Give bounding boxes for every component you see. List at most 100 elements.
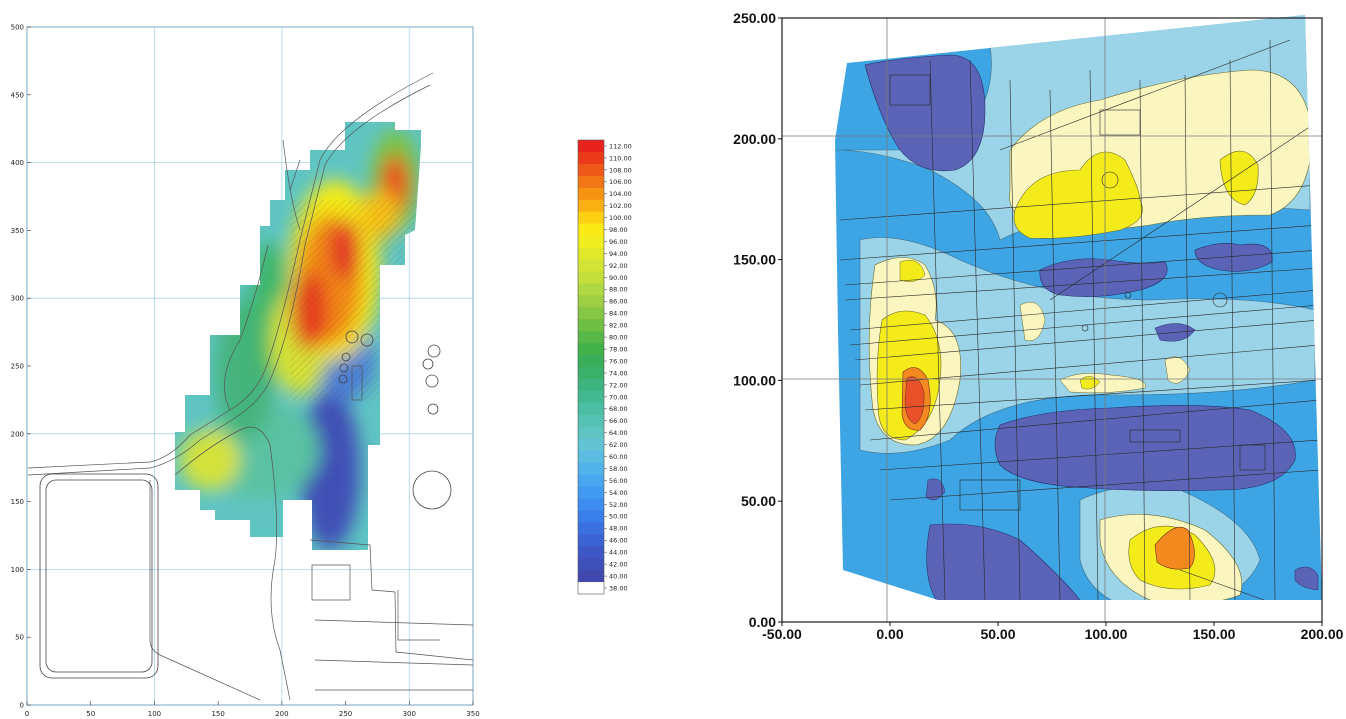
- legend-swatch: [578, 378, 604, 392]
- legend-label: 98.00: [609, 226, 628, 234]
- legend-label: 72.00: [609, 381, 628, 389]
- legend-swatch: [578, 259, 604, 272]
- legend-label: 44.00: [609, 549, 628, 557]
- legend-label: 88.00: [609, 286, 628, 294]
- right-x-tick-label: -50.00: [762, 626, 802, 642]
- right-x-tick-label: 0.00: [876, 626, 903, 642]
- left-y-tick-label: 250: [11, 363, 24, 371]
- right-basemap-lines: [839, 39, 1321, 600]
- legend-swatch: [578, 187, 604, 201]
- legend-swatch: [578, 582, 604, 595]
- legend-swatch: [578, 486, 604, 499]
- contour-band-dark-blue: [864, 54, 986, 172]
- left-x-axis-ticks: 0 50 100 150 200 250 300 350: [25, 701, 480, 718]
- legend-label: 86.00: [609, 298, 628, 306]
- left-x-tick-label: 350: [466, 710, 479, 718]
- left-y-tick-label: 300: [11, 295, 24, 303]
- left-y-tick-label: 450: [11, 91, 24, 99]
- left-x-tick-label: 200: [275, 710, 288, 718]
- legend-swatch: [578, 235, 604, 248]
- legend-swatch: [578, 355, 604, 368]
- left-x-tick-label: 300: [403, 710, 416, 718]
- left-map: 0 50 100 150 200 250 300 350 0 50 100 150 200 250 300…: [11, 24, 480, 719]
- left-y-tick-label: 350: [11, 227, 24, 235]
- legend-label: 82.00: [609, 322, 628, 330]
- legend-label: 84.00: [609, 310, 628, 318]
- legend-label: 110.00: [609, 154, 632, 162]
- legend-label: 96.00: [609, 238, 628, 246]
- right-y-tick-label: 200.00: [733, 131, 776, 147]
- legend-label: 56.00: [609, 477, 628, 485]
- legend-label: 106.00: [609, 178, 632, 186]
- legend-swatch: [578, 510, 604, 523]
- legend-swatch: [578, 247, 604, 260]
- legend-label: 58.00: [609, 465, 628, 473]
- legend-swatch: [578, 307, 604, 320]
- legend-label: 74.00: [609, 369, 628, 377]
- legend-label: 76.00: [609, 357, 628, 365]
- legend-label: 92.00: [609, 262, 628, 270]
- left-x-tick-label: 250: [339, 710, 352, 718]
- left-stadium-outline: [39, 473, 159, 679]
- left-heatmap-surface: [175, 122, 421, 550]
- legend-label: 108.00: [609, 166, 632, 174]
- right-x-tick-label: 100.00: [1085, 626, 1128, 642]
- left-y-tick-label: 200: [11, 430, 24, 438]
- legend-swatch: [578, 211, 604, 224]
- legend-swatch: [578, 522, 604, 535]
- legend-swatch: [578, 558, 604, 571]
- right-x-tick-label: 150.00: [1193, 626, 1236, 642]
- legend-label: 80.00: [609, 334, 628, 342]
- legend-swatch: [578, 438, 604, 451]
- legend-swatch: [578, 140, 604, 153]
- right-y-tick-label: 150.00: [733, 252, 776, 268]
- legend-swatch: [578, 462, 604, 475]
- right-map: -50.00 0.00 50.00 100.00 150.00 200.00 0.0050…: [733, 10, 1343, 642]
- legend-swatch: [578, 498, 604, 511]
- right-map-gridlines: [782, 18, 1322, 622]
- legend-label: 46.00: [609, 537, 628, 545]
- legend-swatch: [578, 163, 604, 177]
- legend-swatch: [578, 319, 604, 332]
- legend-label: 42.00: [609, 561, 628, 569]
- legend-label: 60.00: [609, 453, 628, 461]
- left-circle-features: [338, 330, 452, 510]
- left-x-tick-label: 100: [148, 710, 161, 718]
- legend-swatch: [578, 570, 604, 583]
- right-y-tick-label: 250.00: [733, 10, 776, 26]
- legend-swatch: [578, 402, 604, 416]
- left-x-tick-label: 150: [211, 710, 224, 718]
- legend-swatch: [578, 474, 604, 487]
- legend-swatch: [578, 151, 604, 165]
- right-x-axis-ticks: -50.00 0.00 50.00 100.00 150.00 200.00: [762, 622, 1344, 642]
- legend-label: 78.00: [609, 345, 628, 353]
- legend-swatch: [578, 199, 604, 212]
- legend-swatch: [578, 414, 604, 428]
- left-y-tick-label: 400: [11, 159, 24, 167]
- legend-label: 104.00: [609, 190, 632, 198]
- contour-band-yellow: [1013, 151, 1143, 239]
- legend-label: 54.00: [609, 489, 628, 497]
- left-y-tick-label: 50: [15, 634, 24, 642]
- left-y-tick-label: 100: [11, 566, 24, 574]
- legend-swatch: [578, 223, 604, 236]
- legend-swatch: [578, 426, 604, 439]
- legend-label: 52.00: [609, 501, 628, 509]
- legend-label: 64.00: [609, 429, 628, 437]
- right-contour-surface: [835, 15, 1322, 600]
- legend-label: 90.00: [609, 274, 628, 282]
- legend-label: 68.00: [609, 405, 628, 413]
- color-scale-legend: 112.00 110.00 108.00 106.00 104.00 102.00 100.…: [577, 139, 632, 595]
- legend-label: 70.00: [609, 393, 628, 401]
- legend-label: 62.00: [609, 441, 628, 449]
- right-y-axis-ticks: 0.00 50.00 100.00 150.00 200.00 250.00: [733, 10, 782, 630]
- legend-swatch: [578, 343, 604, 356]
- legend-label: 66.00: [609, 417, 628, 425]
- left-x-tick-label: 50: [86, 710, 95, 718]
- legend-label: 38.00: [609, 584, 628, 592]
- legend-label: 102.00: [609, 202, 632, 210]
- legend-label: 94.00: [609, 250, 628, 258]
- legend-swatch: [578, 331, 604, 344]
- legend-swatch: [578, 390, 604, 404]
- legend-label: 100.00: [609, 214, 632, 222]
